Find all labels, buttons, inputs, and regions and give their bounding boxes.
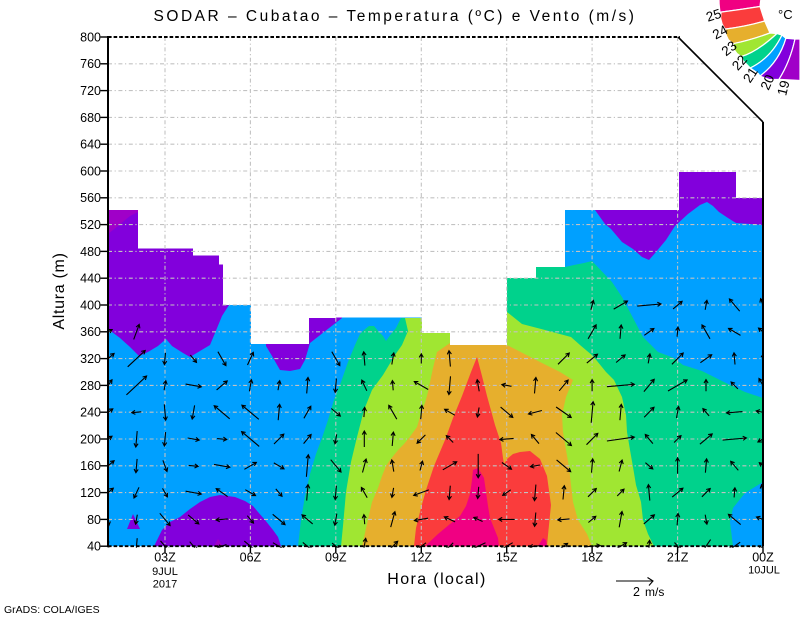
svg-text:560: 560 <box>80 191 101 205</box>
svg-text:22: 22 <box>729 52 750 73</box>
svg-text:720: 720 <box>80 84 101 98</box>
svg-text:360: 360 <box>80 325 101 339</box>
svg-text:40: 40 <box>87 540 101 554</box>
svg-text:80: 80 <box>87 513 101 527</box>
svg-text:10JUL: 10JUL <box>748 565 780 577</box>
svg-text:Hora (local): Hora (local) <box>387 571 487 588</box>
svg-text:m/s: m/s <box>645 585 664 599</box>
svg-text:25: 25 <box>704 6 723 25</box>
svg-text:240: 240 <box>80 406 101 420</box>
svg-text:19: 19 <box>774 79 792 97</box>
svg-text:00Z: 00Z <box>752 551 774 565</box>
svg-text:520: 520 <box>80 218 101 232</box>
svg-text:09Z: 09Z <box>325 551 347 565</box>
svg-text:2017: 2017 <box>153 579 177 591</box>
svg-text:600: 600 <box>80 164 101 178</box>
svg-text:480: 480 <box>80 245 101 259</box>
svg-text:680: 680 <box>80 111 101 125</box>
svg-text:640: 640 <box>80 138 101 152</box>
svg-text:03Z: 03Z <box>154 551 176 565</box>
svg-text:2: 2 <box>633 585 640 599</box>
svg-text:400: 400 <box>80 298 101 312</box>
svg-text:06Z: 06Z <box>240 551 262 565</box>
svg-text:21: 21 <box>740 65 761 86</box>
svg-text:SODAR – Cubatao – Temperatura: SODAR – Cubatao – Temperatura (ºC) e Ven… <box>154 8 637 25</box>
svg-text:120: 120 <box>80 486 101 500</box>
svg-text:760: 760 <box>80 57 101 71</box>
svg-text:280: 280 <box>80 379 101 393</box>
svg-text:21Z: 21Z <box>667 551 689 565</box>
svg-text:320: 320 <box>80 352 101 366</box>
svg-text:18Z: 18Z <box>581 551 603 565</box>
svg-text:12Z: 12Z <box>411 551 433 565</box>
svg-text:23: 23 <box>719 38 740 59</box>
svg-text:24: 24 <box>710 22 731 43</box>
svg-text:200: 200 <box>80 432 101 446</box>
svg-text:15Z: 15Z <box>496 551 518 565</box>
svg-text:°C: °C <box>778 7 793 22</box>
svg-text:9JUL: 9JUL <box>152 566 178 578</box>
svg-text:GrADS: COLA/IGES: GrADS: COLA/IGES <box>4 604 100 616</box>
svg-text:160: 160 <box>80 459 101 473</box>
svg-text:800: 800 <box>80 30 101 44</box>
svg-text:440: 440 <box>80 272 101 286</box>
svg-text:Altura (m): Altura (m) <box>51 252 68 329</box>
svg-text:20: 20 <box>758 72 778 92</box>
